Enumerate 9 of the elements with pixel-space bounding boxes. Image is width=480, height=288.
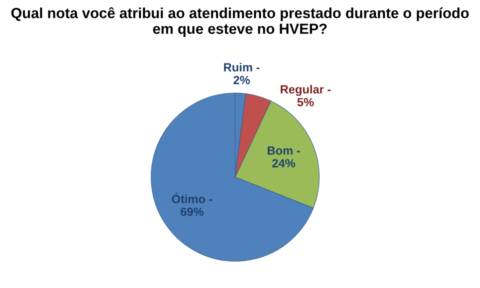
slice-label: Ótimo - <box>172 192 212 204</box>
slice-label: Bom - <box>268 146 300 155</box>
slice-label: Regular - <box>280 84 331 96</box>
data-label: 24% <box>272 159 296 168</box>
slice-label: Ruim - <box>224 62 260 72</box>
data-label: 69% <box>180 208 204 216</box>
chart-title: Qual nota você atribui ao atendimento prestado durante o período em que esteve no HVEP? <box>11 7 469 37</box>
data-label: 5% <box>297 98 314 106</box>
data-label: 2% <box>234 76 250 84</box>
